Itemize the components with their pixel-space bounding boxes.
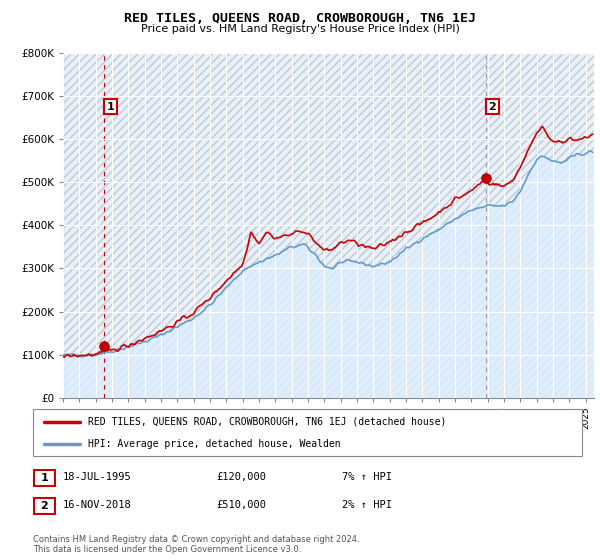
Text: HPI: Average price, detached house, Wealden: HPI: Average price, detached house, Weal… (88, 438, 341, 449)
Text: 1: 1 (107, 101, 115, 111)
Text: Contains HM Land Registry data © Crown copyright and database right 2024.
This d: Contains HM Land Registry data © Crown c… (33, 535, 359, 554)
Text: 1: 1 (41, 473, 48, 483)
FancyBboxPatch shape (34, 470, 55, 486)
Text: 18-JUL-1995: 18-JUL-1995 (63, 472, 132, 482)
FancyBboxPatch shape (34, 498, 55, 514)
Text: 2% ↑ HPI: 2% ↑ HPI (342, 500, 392, 510)
Text: Price paid vs. HM Land Registry's House Price Index (HPI): Price paid vs. HM Land Registry's House … (140, 24, 460, 34)
Text: £120,000: £120,000 (216, 472, 266, 482)
Text: 2: 2 (488, 101, 496, 111)
Text: RED TILES, QUEENS ROAD, CROWBOROUGH, TN6 1EJ: RED TILES, QUEENS ROAD, CROWBOROUGH, TN6… (124, 12, 476, 25)
Text: 2: 2 (41, 501, 48, 511)
FancyBboxPatch shape (33, 409, 582, 456)
Bar (63, 53, 594, 398)
Text: 7% ↑ HPI: 7% ↑ HPI (342, 472, 392, 482)
Text: 16-NOV-2018: 16-NOV-2018 (63, 500, 132, 510)
Text: RED TILES, QUEENS ROAD, CROWBOROUGH, TN6 1EJ (detached house): RED TILES, QUEENS ROAD, CROWBOROUGH, TN6… (88, 417, 446, 427)
Text: £510,000: £510,000 (216, 500, 266, 510)
